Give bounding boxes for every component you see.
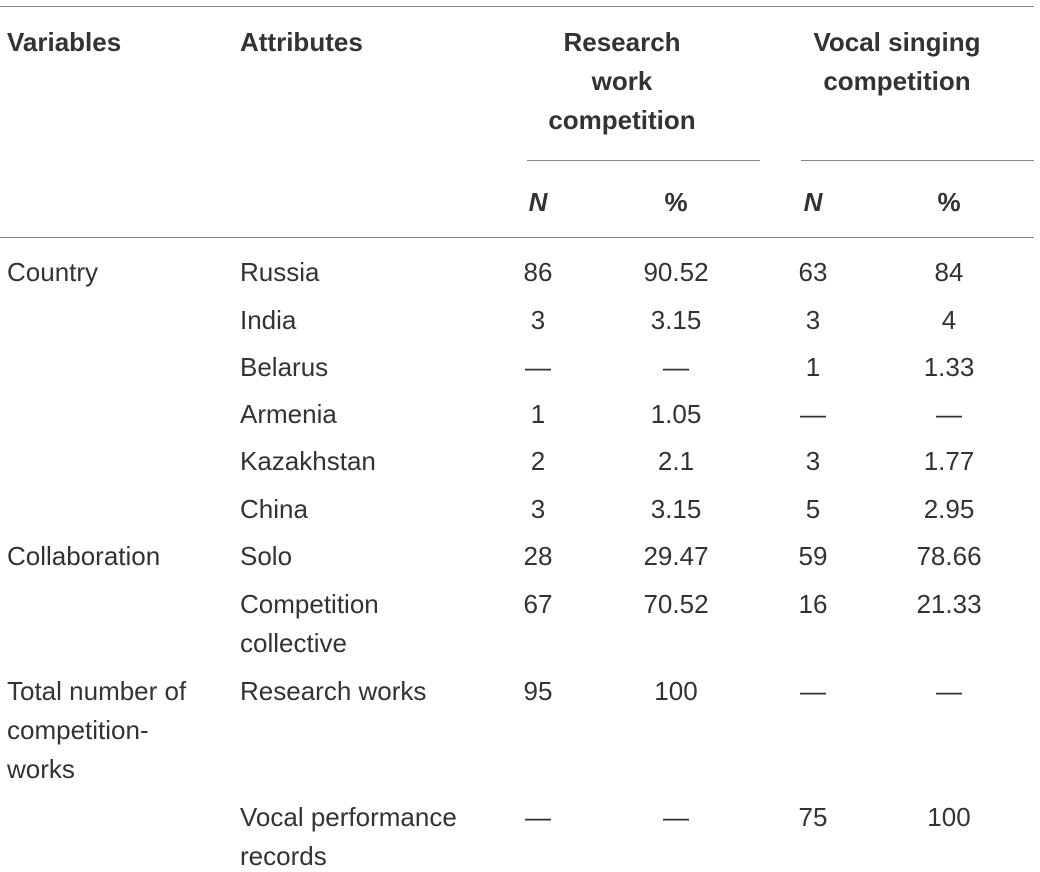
value-cell: — [663, 802, 689, 832]
value-cell: 2.1 [657, 446, 695, 476]
value-cell: 3 [805, 305, 821, 335]
variable-cell: works [7, 754, 75, 784]
value-cell: 100 [927, 802, 971, 832]
group-title: competition [823, 66, 971, 96]
value-cell: 29.47 [643, 541, 709, 571]
value-cell: 100 [654, 676, 698, 706]
attribute-cell: records [240, 841, 327, 871]
value-cell: 95 [523, 676, 553, 706]
group-title: Research [563, 27, 681, 57]
attribute-cell: Solo [240, 541, 293, 571]
group-rule [801, 160, 1034, 161]
attribute-cell: collective [240, 628, 347, 658]
group-title: Vocal singing [813, 27, 981, 57]
value-cell: 1 [805, 352, 821, 382]
header-cell: Variables [7, 27, 122, 57]
value-cell: 28 [523, 541, 553, 571]
value-cell: 3 [530, 305, 546, 335]
header-rule [0, 237, 1034, 238]
group-title: competition [548, 105, 696, 135]
attribute-cell: Vocal performance [240, 802, 457, 832]
value-cell: 86 [523, 257, 553, 287]
column-header: % [937, 187, 961, 217]
value-cell: 84 [934, 257, 964, 287]
attribute-cell: Competition [240, 589, 379, 619]
value-cell: 3 [530, 494, 546, 524]
column-header: N [528, 187, 548, 217]
value-cell: 67 [523, 589, 553, 619]
value-cell: 1.05 [650, 399, 702, 429]
value-cell: 3.15 [650, 305, 702, 335]
value-cell: 1.77 [923, 446, 975, 476]
column-header: % [664, 187, 688, 217]
value-cell: 2.95 [923, 494, 975, 524]
value-cell: 1.33 [923, 352, 975, 382]
value-cell: — [800, 676, 826, 706]
value-cell: 16 [798, 589, 828, 619]
value-cell: — [800, 399, 826, 429]
column-header: N [803, 187, 823, 217]
attribute-cell: Russia [240, 257, 320, 287]
value-cell: — [663, 352, 689, 382]
value-cell: 3 [805, 446, 821, 476]
value-cell: — [525, 352, 551, 382]
value-cell: 4 [941, 305, 957, 335]
value-cell: 75 [798, 802, 828, 832]
variable-cell: Total number of [7, 676, 187, 706]
group-title: work [591, 66, 653, 96]
value-cell: — [525, 802, 551, 832]
attribute-cell: Research works [240, 676, 427, 706]
value-cell: 63 [798, 257, 828, 287]
value-cell: 78.66 [916, 541, 982, 571]
value-cell: 21.33 [916, 589, 982, 619]
attribute-cell: Kazakhstan [240, 446, 376, 476]
variable-cell: Collaboration [7, 541, 161, 571]
value-cell: 59 [798, 541, 828, 571]
variable-cell: competition- [7, 715, 149, 745]
group-rule [527, 160, 760, 161]
top-rule [0, 6, 1034, 7]
attribute-cell: India [240, 305, 297, 335]
variable-cell: Country [7, 257, 99, 287]
attribute-cell: China [240, 494, 308, 524]
value-cell: — [936, 399, 962, 429]
value-cell: — [936, 676, 962, 706]
value-cell: 1 [530, 399, 546, 429]
value-cell: 3.15 [650, 494, 702, 524]
value-cell: 90.52 [643, 257, 709, 287]
value-cell: 5 [805, 494, 821, 524]
value-cell: 70.52 [643, 589, 709, 619]
attribute-cell: Belarus [240, 352, 329, 382]
header-cell: Attributes [240, 27, 363, 57]
attribute-cell: Armenia [240, 399, 337, 429]
value-cell: 2 [530, 446, 546, 476]
